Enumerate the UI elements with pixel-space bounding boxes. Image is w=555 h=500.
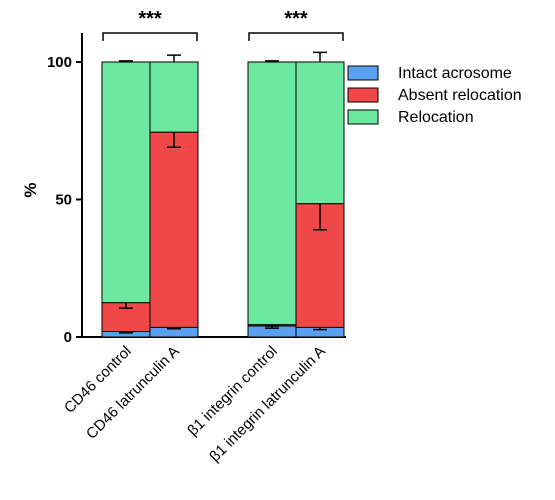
bar-segment-absent-relocation [149, 131, 199, 328]
legend-label: Relocation [398, 109, 474, 126]
y-tick-label: 100 [47, 54, 72, 71]
bar-segment-relocation [295, 61, 345, 205]
legend-label: Intact acrosome [398, 65, 512, 82]
bar-segment-relocation [149, 61, 199, 133]
y-axis-label: % [21, 182, 40, 197]
significance-label: *** [284, 8, 308, 30]
significance-bracket [102, 32, 198, 41]
legend-swatch [347, 65, 379, 81]
significance-label: *** [138, 8, 162, 30]
category-label: CD46 latrunculin A [83, 343, 183, 443]
y-tick-label: 0 [64, 329, 72, 346]
legend-swatch [347, 87, 379, 103]
y-tick-label: 50 [55, 192, 72, 209]
legend-swatch [347, 109, 379, 125]
category-label: β1 integrin control [184, 343, 281, 440]
significance-bracket [248, 32, 344, 41]
legend-label: Absent relocation [398, 87, 522, 104]
bar-segment-relocation [247, 61, 297, 326]
bar-segment-relocation [101, 61, 151, 304]
